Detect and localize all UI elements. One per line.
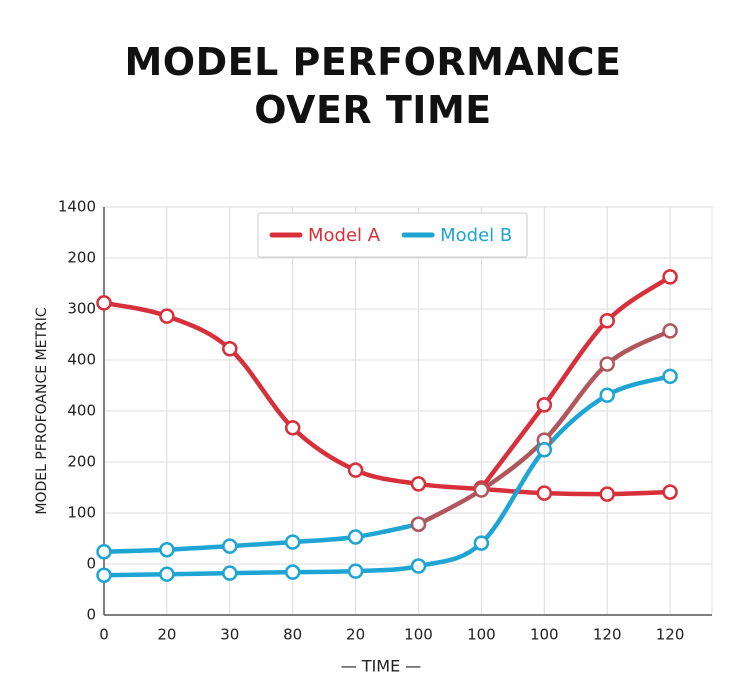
data-point — [347, 563, 364, 579]
data-point — [662, 323, 678, 339]
y-tick-label: 300 — [67, 300, 96, 318]
data-point — [662, 484, 678, 500]
data-point — [473, 535, 490, 551]
x-tick-label: 100 — [404, 626, 433, 644]
x-tick-label: 100 — [467, 626, 496, 644]
data-point — [96, 544, 112, 560]
data-point — [662, 269, 678, 285]
y-tick-label: 200 — [67, 453, 96, 471]
y-axis-label: MODEL PFROFOANCE METRIC — [34, 307, 50, 514]
series-line — [479, 274, 673, 491]
data-point — [536, 485, 553, 501]
x-tick-label: 100 — [530, 626, 559, 644]
data-point — [410, 558, 427, 574]
data-point — [662, 368, 678, 385]
data-point — [599, 387, 615, 403]
data-point — [347, 462, 364, 478]
x-tick-label: 30 — [220, 626, 239, 644]
legend-label: Model A — [308, 225, 381, 246]
legend-label: Model B — [440, 225, 512, 246]
y-tick-label: 200 — [67, 249, 96, 267]
legend-box — [257, 212, 528, 258]
data-point — [599, 356, 615, 372]
data-point — [410, 476, 427, 492]
data-point — [536, 442, 553, 458]
data-point — [473, 482, 490, 498]
data-point — [599, 312, 615, 329]
data-point — [536, 397, 553, 413]
y-tick-label: 400 — [67, 402, 96, 420]
series-line — [101, 521, 421, 555]
legend: Model A Model B — [257, 212, 528, 258]
x-tick-label: 0 — [99, 626, 109, 644]
data-point — [222, 565, 238, 581]
y-tick-label: 100 — [67, 504, 96, 522]
x-tick-label: 80 — [283, 626, 302, 644]
data-point — [347, 529, 364, 545]
x-tick-label: 20 — [157, 626, 176, 644]
y-tick-label: 400 — [67, 351, 96, 369]
x-tick-label: 20 — [346, 626, 365, 644]
data-point — [222, 341, 238, 357]
data-point — [159, 566, 175, 582]
x-tick-label: 120 — [656, 626, 685, 644]
series-line — [101, 300, 673, 497]
x-tick-label: 120 — [593, 626, 622, 644]
data-point — [159, 541, 175, 558]
y-tick-label: 0 — [86, 555, 96, 573]
data-point — [159, 308, 175, 324]
y-tick-label: 0 — [86, 606, 96, 624]
data-point — [284, 534, 301, 550]
data-point — [599, 486, 615, 502]
data-point — [222, 538, 238, 554]
data-point — [410, 516, 427, 532]
y-tick-label: 1400 — [58, 198, 96, 216]
series-line — [101, 374, 673, 578]
data-point — [284, 420, 301, 436]
x-axis-label: — TIME — — [341, 657, 422, 676]
data-point — [284, 564, 301, 580]
data-point — [96, 567, 112, 583]
data-point — [96, 295, 112, 311]
chart-title: MODEL PERFORMANCE OVER TIME — [124, 40, 622, 132]
